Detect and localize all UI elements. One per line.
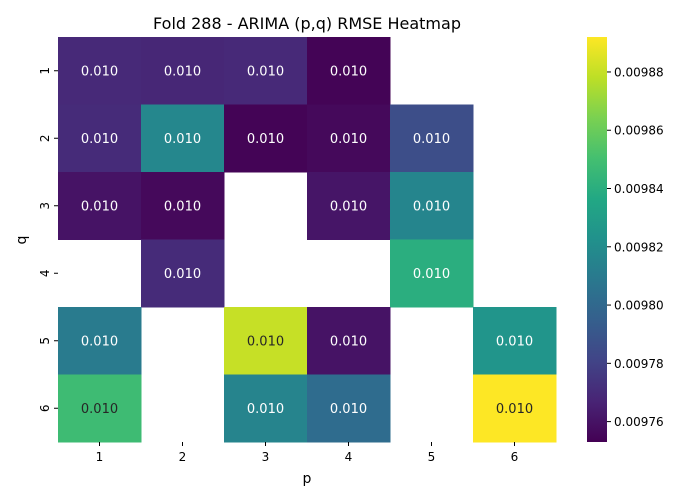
- heatmap-cell: [224, 374, 308, 443]
- heatmap-cell: [224, 37, 308, 105]
- cell-value-label: 0.010: [413, 267, 450, 282]
- cell-value-label: 0.010: [247, 132, 284, 147]
- y-axis: 1 2 3 4 5 6: [38, 67, 58, 412]
- cell-value-label: 0.010: [413, 199, 450, 214]
- cell-value-label: 0.010: [164, 64, 201, 79]
- y-tick-label: 2: [38, 134, 52, 142]
- cell-value-label: 0.010: [81, 402, 118, 417]
- colorbar: [587, 37, 607, 442]
- colorbar-tick-label: 0.00982: [614, 240, 664, 254]
- heatmap-cell: [224, 104, 308, 173]
- cell-value-label: 0.010: [81, 64, 118, 79]
- y-tick-label: 3: [38, 202, 52, 210]
- colorbar-tick-label: 0.00976: [614, 415, 664, 429]
- x-tick-label: 2: [179, 450, 187, 464]
- y-tick-label: 4: [38, 269, 52, 277]
- heatmap-cell: [307, 37, 391, 105]
- x-axis-label: p: [303, 471, 312, 487]
- heatmap-cell: [390, 172, 474, 240]
- cell-value-label: 0.010: [496, 402, 533, 417]
- cell-value-label: 0.010: [330, 64, 367, 79]
- cell-value-label: 0.010: [247, 402, 284, 417]
- x-tick-label: 1: [96, 450, 104, 464]
- heatmap-cell: [58, 307, 142, 375]
- cell-value-label: 0.010: [330, 402, 367, 417]
- cell-value-label: 0.010: [164, 132, 201, 147]
- colorbar-tick-label: 0.00984: [614, 182, 664, 196]
- x-axis: 1 2 3 4 5 6: [96, 442, 519, 464]
- heatmap-cells: 0.010 0.010 0.010 0.010 0.010 0.010 0.010 0.010…: [58, 37, 557, 443]
- cell-value-label: 0.010: [496, 334, 533, 349]
- x-tick-label: 4: [345, 450, 353, 464]
- cell-value-label: 0.010: [330, 334, 367, 349]
- cell-value-label: 0.010: [330, 132, 367, 147]
- cell-value-label: 0.010: [330, 199, 367, 214]
- cell-value-label: 0.010: [164, 199, 201, 214]
- heatmap-cell: [390, 239, 474, 308]
- chart-title: Fold 288 - ARIMA (p,q) RMSE Heatmap: [153, 14, 461, 33]
- heatmap-cell: [224, 307, 308, 375]
- heatmap-cell: [58, 374, 142, 443]
- cell-value-label: 0.010: [81, 334, 118, 349]
- colorbar-tick-label: 0.00980: [614, 299, 664, 313]
- heatmap-cell: [58, 104, 142, 173]
- heatmap-cell: [390, 104, 474, 173]
- cell-value-label: 0.010: [81, 199, 118, 214]
- heatmap-cell: [141, 172, 225, 240]
- heatmap-cell: [473, 307, 557, 375]
- cell-value-label: 0.010: [247, 64, 284, 79]
- heatmap-cell: [141, 239, 225, 308]
- heatmap-cell: [141, 37, 225, 105]
- x-tick-label: 6: [511, 450, 519, 464]
- heatmap-cell: [58, 172, 142, 240]
- y-tick-label: 5: [38, 337, 52, 345]
- colorbar-tick-label: 0.00978: [614, 357, 664, 371]
- heatmap-cell: [58, 37, 142, 105]
- heatmap-cell: [307, 104, 391, 173]
- y-tick-label: 6: [38, 404, 52, 412]
- heatmap-cell: [141, 104, 225, 173]
- colorbar-tick-label: 0.00988: [614, 65, 664, 79]
- x-tick-label: 5: [428, 450, 436, 464]
- heatmap-cell: [473, 374, 557, 443]
- cell-value-label: 0.010: [247, 334, 284, 349]
- heatmap-cell: [307, 307, 391, 375]
- cell-value-label: 0.010: [81, 132, 118, 147]
- cell-value-label: 0.010: [413, 132, 450, 147]
- colorbar-tick-label: 0.00986: [614, 124, 664, 138]
- heatmap-cell: [307, 374, 391, 443]
- y-axis-label: q: [14, 236, 30, 245]
- y-tick-label: 1: [38, 67, 52, 75]
- colorbar-ticks: 0.00976 0.00978 0.00980 0.00982 0.00984 0.009…: [607, 65, 664, 429]
- x-tick-label: 3: [262, 450, 270, 464]
- heatmap-cell: [307, 172, 391, 240]
- cell-value-label: 0.010: [164, 267, 201, 282]
